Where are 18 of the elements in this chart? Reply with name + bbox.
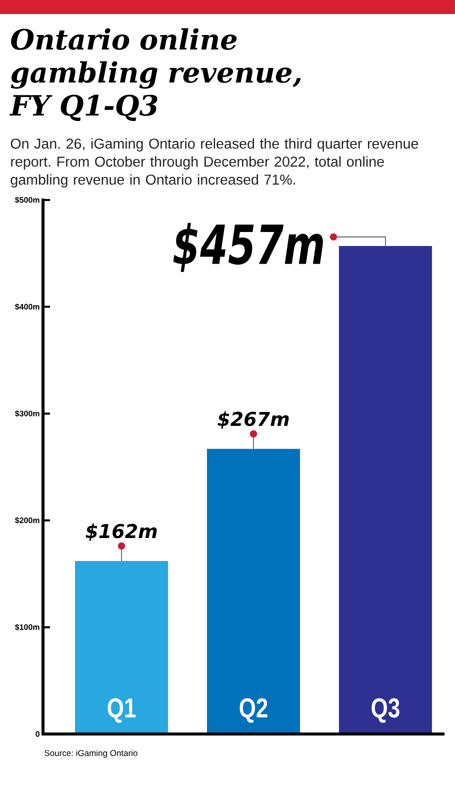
y-tick-label: $400m xyxy=(15,304,40,310)
y-tick-label: 0 xyxy=(36,731,40,737)
chart-subtitle: On Jan. 26, iGaming Ontario released the third quarter revenue report. From October through December 2022, total online gambling revenue in Ontario increased 71%. xyxy=(10,138,418,188)
bar xyxy=(338,246,432,734)
x-tick-label: Q3 xyxy=(372,698,400,723)
y-tick-label: $200m xyxy=(15,517,40,524)
x-tick-label: Q1 xyxy=(108,698,136,723)
x-tick-label: Q2 xyxy=(240,698,268,723)
bar xyxy=(75,560,168,734)
data-label: $457m xyxy=(173,222,323,272)
data-label: $162m xyxy=(86,524,157,541)
bar xyxy=(206,448,300,734)
source-note: Source: iGaming Ontario xyxy=(44,750,138,758)
y-tick-label: $300m xyxy=(15,410,40,417)
data-label: $267m xyxy=(218,411,289,429)
y-tick-label: $500m xyxy=(15,196,40,204)
y-tick-label: $100m xyxy=(15,624,40,630)
chart-title: Ontario online gambling revenue, FY Q1-Q3 xyxy=(10,28,301,121)
